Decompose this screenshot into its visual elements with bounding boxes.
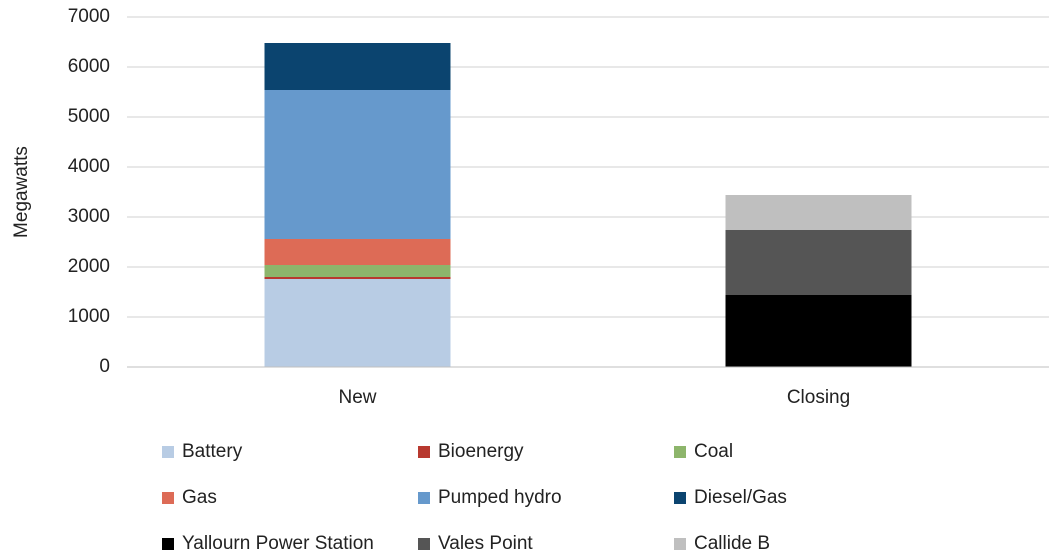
y-tick-label: 4000 [68, 156, 110, 177]
legend-swatch [674, 492, 686, 504]
y-tick-label: 2000 [68, 256, 110, 277]
legend-swatch [162, 446, 174, 458]
bar-segment [264, 239, 451, 265]
legend-label: Vales Point [438, 533, 533, 554]
legend-label: Coal [694, 441, 733, 462]
legend-swatch [418, 492, 430, 504]
legend-swatch [418, 538, 430, 550]
legend-swatch [418, 446, 430, 458]
legend-swatch [674, 446, 686, 458]
y-tick-label: 5000 [68, 106, 110, 127]
y-tick-label: 0 [99, 356, 110, 377]
legend-label: Callide B [694, 533, 770, 554]
bar-segment [264, 279, 451, 367]
bar-segment [264, 90, 451, 239]
y-tick-label: 6000 [68, 56, 110, 77]
legend-swatch [674, 538, 686, 550]
legend-label: Diesel/Gas [694, 487, 787, 508]
legend-label: Bioenergy [438, 441, 524, 462]
x-tick-label: New [338, 387, 376, 408]
bar-segment [264, 277, 451, 279]
y-tick-label: 7000 [68, 6, 110, 27]
y-tick-label: 1000 [68, 306, 110, 327]
legend-swatch [162, 538, 174, 550]
legend-label: Yallourn Power Station [182, 533, 374, 554]
y-tick-label: 3000 [68, 206, 110, 227]
x-tick-label: Closing [787, 387, 850, 408]
bar-segment [725, 230, 912, 295]
bar-segment [725, 195, 912, 230]
legend-label: Gas [182, 487, 217, 508]
legend-swatch [162, 492, 174, 504]
legend-label: Battery [182, 441, 243, 462]
bar-segment [264, 265, 451, 277]
legend-label: Pumped hydro [438, 487, 562, 508]
y-axis-label: Megawatts [11, 146, 32, 238]
bar-segment [725, 295, 912, 367]
bar-segment [264, 43, 451, 90]
